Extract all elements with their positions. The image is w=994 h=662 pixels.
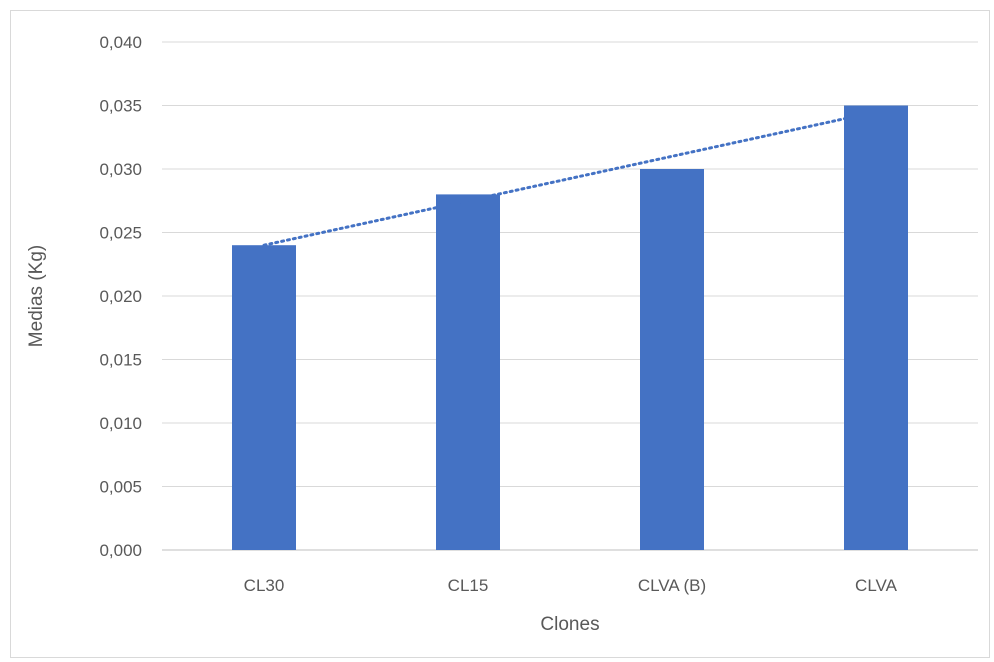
y-tick-label: 0,025 [99,224,142,243]
x-tick-label: CL30 [244,576,285,595]
trendline-group [262,110,878,247]
y-tick-label: 0,020 [99,287,142,306]
x-axis-title: Clones [540,614,599,635]
x-tick-label: CLVA (B) [638,576,706,595]
bar [436,194,500,550]
x-tick-label: CL15 [448,576,489,595]
y-tick-label: 0,000 [99,541,142,560]
bar [232,245,296,550]
trendline [262,110,878,247]
y-axis-ticks: 0,000 0,005 0,010 0,015 0,020 0,025 0,030 0,035… [99,33,142,560]
bar [844,105,908,550]
y-axis-title: Medias (Kg) [26,245,47,347]
y-tick-label: 0,035 [99,97,142,116]
y-tick-label: 0,010 [99,414,142,433]
bars [232,105,908,550]
y-tick-label: 0,005 [99,478,142,497]
bar [640,169,704,550]
y-tick-label: 0,030 [99,160,142,179]
gridlines [162,41,978,551]
x-tick-label: CLVA [855,576,898,595]
x-axis-ticks: CL30 CL15 CLVA (B) CLVA [244,576,898,595]
y-tick-label: 0,015 [99,351,142,370]
y-tick-label: 0,040 [99,33,142,52]
